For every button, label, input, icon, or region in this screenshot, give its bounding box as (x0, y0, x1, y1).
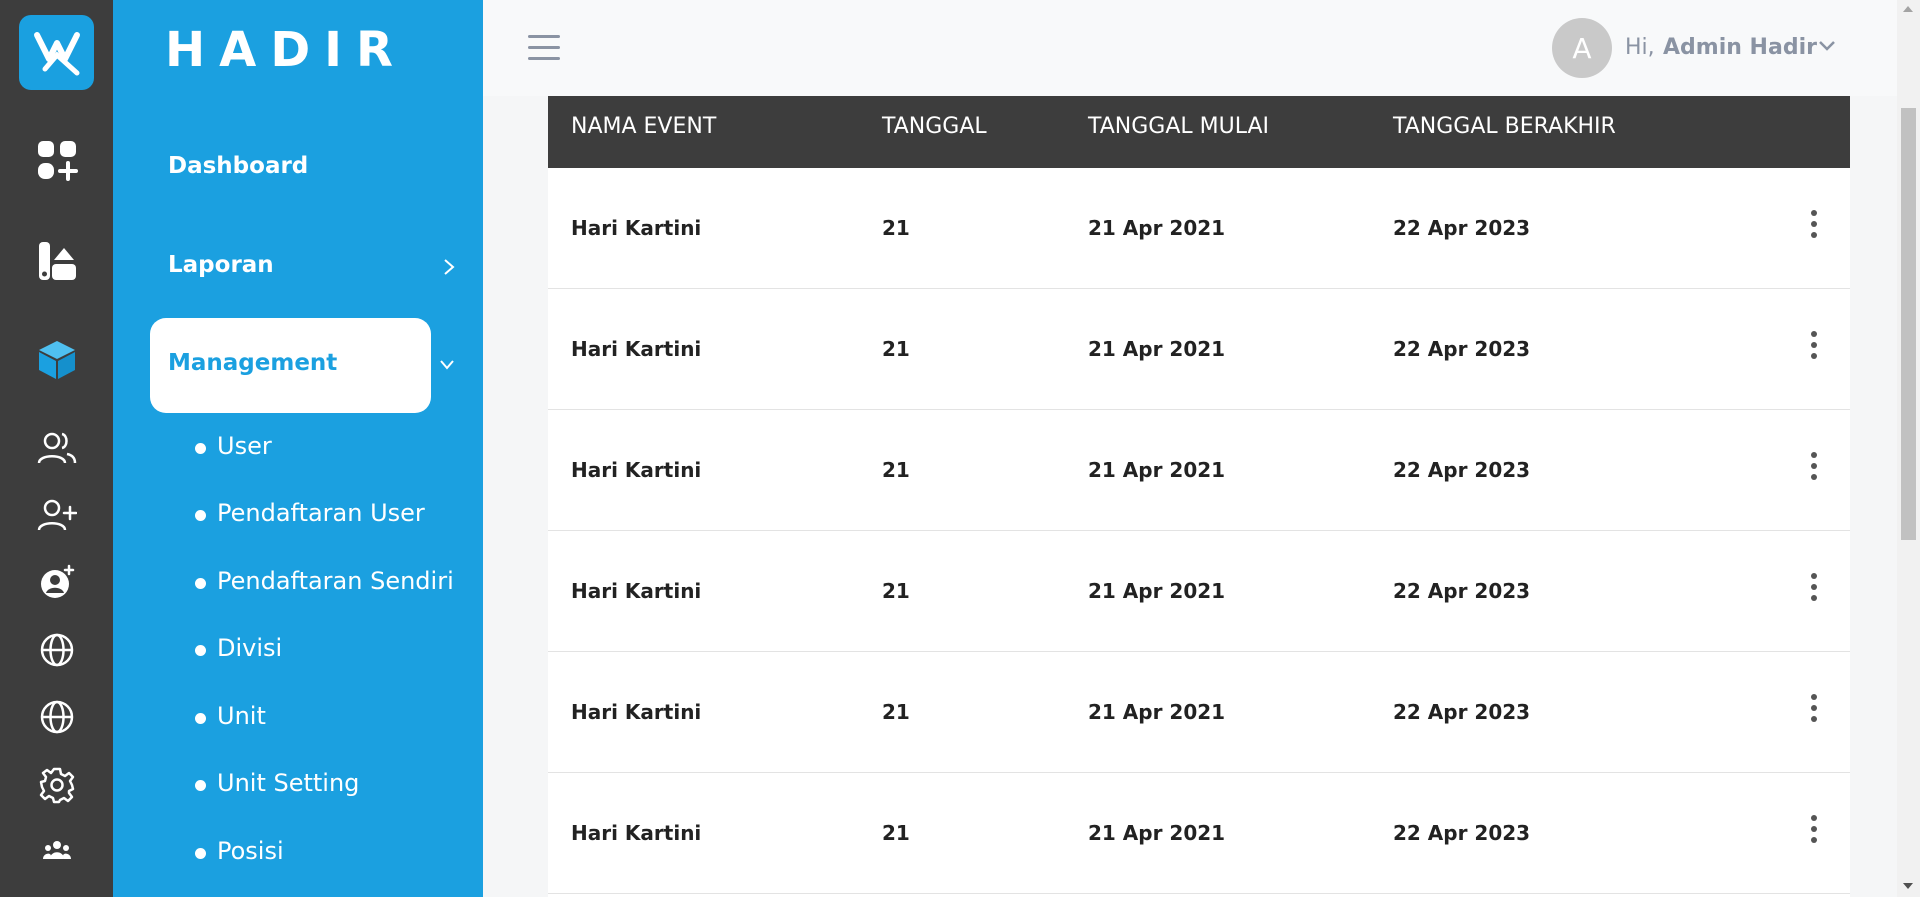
globe-icon[interactable] (0, 692, 113, 742)
more-options-icon[interactable] (1808, 452, 1820, 484)
table-row[interactable]: Hari Kartini 21 21 Apr 2021 22 Apr 2023 (548, 531, 1850, 652)
cell-tanggal-mulai: 21 Apr 2021 (1088, 337, 1226, 361)
reports-icon[interactable] (0, 236, 113, 286)
table-header: NAMA EVENT TANGGAL TANGGAL MULAI TANGGAL… (548, 96, 1850, 168)
cell-tanggal: 21 (882, 337, 910, 361)
more-options-icon[interactable] (1808, 210, 1820, 242)
more-options-icon[interactable] (1808, 331, 1820, 363)
cell-tanggal: 21 (882, 579, 910, 603)
column-header[interactable]: TANGGAL BERAKHIR (1393, 114, 1616, 139)
cell-tanggal: 21 (882, 458, 910, 482)
submenu-pendaftaran-user[interactable]: Pendaftaran User (217, 499, 425, 527)
table-row[interactable]: Hari Kartini 21 21 Apr 2021 22 Apr 2023 (548, 773, 1850, 894)
greeting-text: Hi, (1625, 35, 1655, 60)
bullet-icon (195, 578, 206, 589)
sidebar: HADIR Dashboard Laporan Management User … (113, 0, 483, 897)
cell-nama-event: Hari Kartini (571, 216, 702, 240)
cell-tanggal-berakhir: 22 Apr 2023 (1393, 337, 1531, 361)
globe-icon[interactable] (0, 625, 113, 675)
column-header[interactable]: TANGGAL MULAI (1088, 114, 1270, 139)
more-options-icon[interactable] (1808, 694, 1820, 726)
cell-tanggal: 21 (882, 700, 910, 724)
more-options-icon[interactable] (1808, 815, 1820, 847)
user-badge-icon[interactable] (0, 557, 113, 607)
cell-tanggal-berakhir: 22 Apr 2023 (1393, 579, 1531, 603)
column-header[interactable]: NAMA EVENT (571, 114, 717, 139)
cell-tanggal-berakhir: 22 Apr 2023 (1393, 458, 1531, 482)
submenu-posisi[interactable]: Posisi (217, 837, 284, 865)
cell-tanggal-berakhir: 22 Apr 2023 (1393, 821, 1531, 845)
top-bar: A Hi, Admin Hadir (483, 0, 1897, 96)
sidebar-item-dashboard[interactable]: Dashboard (168, 153, 309, 179)
table-row[interactable]: Hari Kartini 21 21 Apr 2021 22 Apr 2023 (548, 289, 1850, 410)
sidebar-item-laporan[interactable]: Laporan (168, 252, 458, 278)
cell-tanggal-mulai: 21 Apr 2021 (1088, 216, 1226, 240)
submenu-user[interactable]: User (217, 432, 272, 460)
chevron-right-icon[interactable] (443, 258, 455, 276)
hamburger-menu-icon[interactable] (528, 35, 560, 61)
gear-icon[interactable] (0, 760, 113, 810)
cell-tanggal-mulai: 21 Apr 2021 (1088, 821, 1226, 845)
avatar[interactable]: A (1552, 18, 1612, 78)
chevron-down-icon[interactable] (1818, 40, 1836, 52)
events-table: NAMA EVENT TANGGAL TANGGAL MULAI TANGGAL… (548, 96, 1850, 897)
cell-tanggal-berakhir: 22 Apr 2023 (1393, 700, 1531, 724)
table-row[interactable]: Hari Kartini 21 21 Apr 2021 22 Apr 2023 (548, 652, 1850, 773)
cell-nama-event: Hari Kartini (571, 579, 702, 603)
bullet-icon (195, 443, 206, 454)
more-options-icon[interactable] (1808, 573, 1820, 605)
app-logo-icon[interactable] (19, 15, 94, 90)
bullet-icon (195, 510, 206, 521)
table-row[interactable]: Hari Kartini 21 21 Apr 2021 22 Apr 2023 (548, 410, 1850, 531)
team-icon[interactable] (0, 825, 113, 875)
cell-nama-event: Hari Kartini (571, 458, 702, 482)
users-icon[interactable] (0, 423, 113, 473)
user-name[interactable]: Admin Hadir (1663, 35, 1817, 60)
column-header[interactable]: TANGGAL (882, 114, 987, 139)
cell-tanggal-berakhir: 22 Apr 2023 (1393, 216, 1531, 240)
bullet-icon (195, 713, 206, 724)
scrollbar-thumb[interactable] (1901, 108, 1916, 540)
cell-tanggal: 21 (882, 821, 910, 845)
cell-nama-event: Hari Kartini (571, 821, 702, 845)
scroll-down-arrow-icon[interactable] (1903, 883, 1913, 889)
cell-nama-event: Hari Kartini (571, 337, 702, 361)
scroll-up-arrow-icon[interactable] (1903, 6, 1913, 12)
vertical-scrollbar[interactable] (1897, 0, 1920, 897)
table-row[interactable]: Hari Kartini 21 21 Apr 2021 22 Apr 2023 (548, 168, 1850, 289)
cube-icon[interactable] (0, 335, 113, 385)
cell-tanggal-mulai: 21 Apr 2021 (1088, 579, 1226, 603)
submenu-pendaftaran-sendiri[interactable]: Pendaftaran Sendiri (217, 567, 454, 595)
grid-plus-icon[interactable] (0, 135, 113, 185)
cell-tanggal-mulai: 21 Apr 2021 (1088, 700, 1226, 724)
bullet-icon (195, 780, 206, 791)
brand-title: HADIR (165, 22, 407, 78)
bullet-icon (195, 848, 206, 859)
sidebar-item-label: Management (168, 350, 338, 376)
sidebar-item-label: Laporan (168, 252, 274, 278)
cell-nama-event: Hari Kartini (571, 700, 702, 724)
submenu-unit[interactable]: Unit (217, 702, 266, 730)
bullet-icon (195, 645, 206, 656)
submenu-unit-setting[interactable]: Unit Setting (217, 769, 360, 797)
submenu-divisi[interactable]: Divisi (217, 634, 283, 662)
chevron-down-icon[interactable] (439, 359, 455, 371)
icon-rail (0, 0, 113, 897)
sidebar-item-management[interactable]: Management (150, 318, 431, 413)
user-plus-icon[interactable] (0, 490, 113, 540)
cell-tanggal: 21 (882, 216, 910, 240)
cell-tanggal-mulai: 21 Apr 2021 (1088, 458, 1226, 482)
